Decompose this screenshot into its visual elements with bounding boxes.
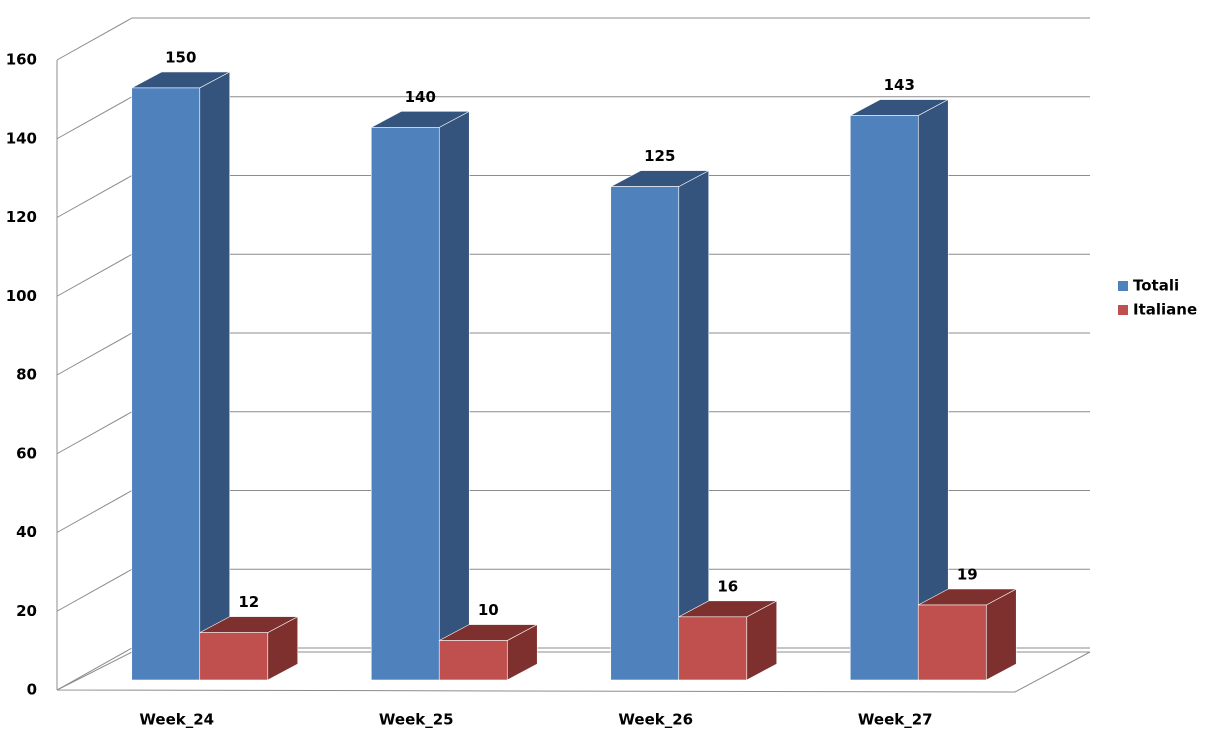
bar <box>131 87 201 681</box>
x-tick-label: Week_27 <box>858 711 933 729</box>
data-label: 12 <box>238 593 259 611</box>
bar <box>370 127 440 681</box>
x-tick-label: Week_26 <box>618 711 693 729</box>
data-label: 19 <box>957 566 978 584</box>
y-tick-label: 40 <box>16 523 37 541</box>
bar <box>199 632 269 681</box>
bar-side <box>199 71 231 681</box>
legend-swatch <box>1118 281 1128 291</box>
data-label: 143 <box>884 76 915 94</box>
data-label: 140 <box>405 88 436 106</box>
x-tick-label: Week_24 <box>139 711 214 729</box>
data-label: 150 <box>165 48 196 66</box>
data-label: 10 <box>478 601 499 619</box>
y-tick-label: 140 <box>6 129 37 147</box>
y-tick-label: 80 <box>16 366 37 384</box>
bar-side <box>438 110 470 681</box>
legend-label: Italiane <box>1133 301 1197 319</box>
y-tick-label: 0 <box>27 681 37 699</box>
bar <box>610 186 680 681</box>
legend-label: Totali <box>1133 277 1179 295</box>
y-tick-label: 100 <box>6 287 37 305</box>
y-tick-label: 120 <box>6 208 37 226</box>
data-label: 16 <box>717 577 738 595</box>
floor <box>56 651 1091 693</box>
y-tick-label: 160 <box>6 51 37 69</box>
bar <box>849 115 919 681</box>
y-tick-label: 20 <box>16 602 37 620</box>
bar <box>678 616 748 681</box>
grid-line <box>56 17 1090 61</box>
bar <box>917 604 987 681</box>
bar <box>438 640 508 681</box>
x-tick-label: Week_25 <box>379 711 454 729</box>
y-tick-label: 60 <box>16 444 37 462</box>
legend-swatch <box>1118 305 1128 315</box>
data-label: 125 <box>644 147 675 165</box>
